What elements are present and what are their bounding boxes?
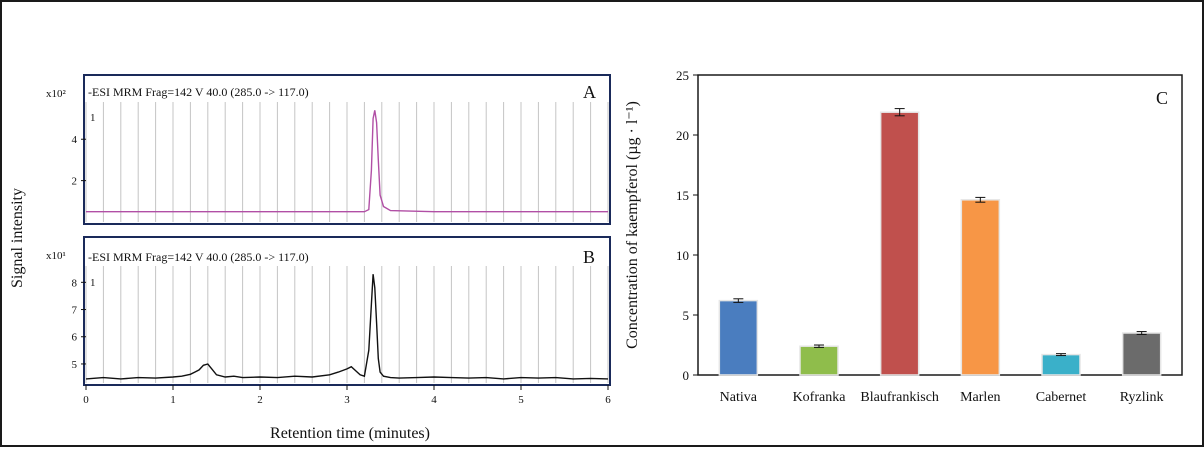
x-tick-label: 5	[518, 394, 524, 406]
panel-a-frame	[83, 74, 611, 225]
panel-c-y-ticks: 0 5 10 15 20 25	[676, 68, 698, 383]
y-tick-label: 0	[683, 368, 690, 383]
x-category-label: Kofranka	[793, 390, 847, 405]
chromatogram-trace	[85, 274, 609, 380]
y-tick-label: 2	[72, 176, 78, 188]
x-category-label: Ryzlink	[1120, 390, 1164, 405]
panel-a-scale: x10²	[46, 88, 67, 100]
bar	[879, 111, 920, 376]
retention-time-label: Retention time (minutes)	[270, 425, 430, 442]
panel-a-index-label: 1	[90, 112, 96, 124]
bar	[799, 345, 839, 376]
panel-c-y-label: Concentration of kaempferol (µg · l⁻¹)	[624, 101, 641, 349]
panel-b: -ESI MRM Frag=142 V 40.0 (285.0 -> 117.0…	[46, 236, 611, 406]
signal-intensity-label: Signal intensity	[9, 188, 26, 288]
y-tick-label: 5	[72, 359, 78, 371]
y-tick-label: 25	[676, 68, 689, 83]
x-tick-label: 0	[83, 394, 89, 406]
panel-a-header: -ESI MRM Frag=142 V 40.0 (285.0 -> 117.0…	[88, 85, 309, 99]
y-tick-label: 6	[72, 332, 78, 344]
chromatogram-trace	[86, 110, 608, 213]
x-category-label: Blaufrankisch	[860, 390, 939, 405]
y-tick-label: 5	[683, 308, 690, 323]
panel-c-frame	[697, 74, 1183, 376]
panel-c-letter: C	[1156, 88, 1168, 108]
x-tick-label: 6	[605, 394, 611, 406]
panel-a-y-ticks: 42	[72, 134, 86, 188]
x-category-label: Cabernet	[1036, 390, 1087, 405]
x-category-label: Nativa	[720, 390, 758, 405]
panel-b-index-label: 1	[90, 277, 96, 289]
panel-b-y-ticks: 8 7 6 5	[72, 277, 86, 371]
y-tick-label: 4	[72, 134, 78, 146]
y-tick-label: 15	[676, 188, 689, 203]
panel-c-x-labels: Nativa Kofranka Blaufrankisch Marlen Caberne…	[720, 390, 1164, 405]
panel-b-letter: B	[583, 247, 595, 267]
x-tick-label: 2	[257, 394, 263, 406]
panel-a-grid	[85, 102, 609, 222]
panel-c: C Concentration of kaempferol (µg · l⁻¹)…	[624, 68, 1183, 405]
x-tick-label: 4	[431, 394, 437, 406]
y-tick-label: 8	[72, 277, 78, 289]
bar	[718, 299, 759, 376]
panel-b-scale: x10¹	[46, 250, 66, 262]
y-tick-label: 7	[72, 305, 78, 317]
x-category-label: Marlen	[960, 390, 1000, 405]
y-tick-label: 20	[676, 128, 689, 143]
x-tick-label: 3	[344, 394, 350, 406]
panel-a: -ESI MRM Frag=142 V 40.0 (285.0 -> 117.0…	[46, 74, 611, 225]
bar	[1121, 332, 1162, 376]
panel-b-header: -ESI MRM Frag=142 V 40.0 (285.0 -> 117.0…	[88, 250, 309, 264]
y-tick-label: 10	[676, 248, 689, 263]
panel-b-grid	[85, 266, 609, 383]
panel-c-bars	[718, 108, 1162, 376]
panel-b-trace	[85, 274, 609, 380]
panel-b-x-ticks: 0 1 2 3 4 5 6	[83, 385, 611, 406]
panel-a-letter: A	[583, 82, 596, 102]
x-tick-label: 1	[170, 394, 176, 406]
panel-a-trace	[86, 110, 608, 213]
